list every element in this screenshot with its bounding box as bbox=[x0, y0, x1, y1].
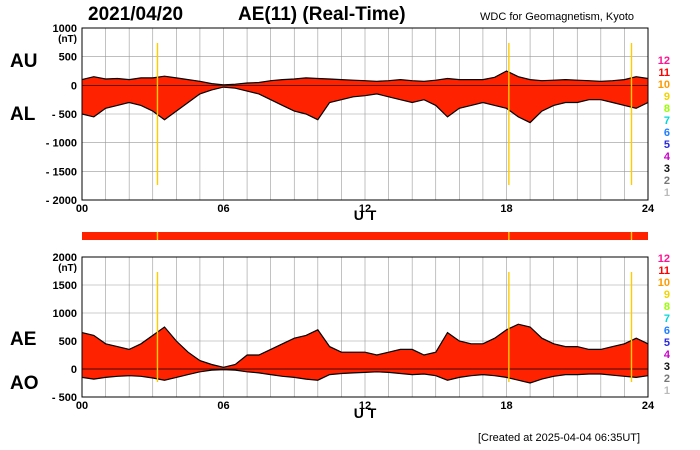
y-tick-label: 500 bbox=[59, 52, 77, 64]
y-tick-label: - 1500 bbox=[46, 166, 77, 178]
x-axis-label: U T bbox=[354, 405, 377, 421]
legend-entry: 1 bbox=[663, 385, 670, 397]
legend-entry: 9 bbox=[663, 289, 670, 301]
y-tick-label: 0 bbox=[71, 364, 77, 376]
legend-entry: 1 bbox=[663, 187, 670, 199]
y-unit-label: (nT) bbox=[58, 263, 77, 274]
y-tick-label: 0 bbox=[71, 80, 77, 92]
legend-entry: 2 bbox=[663, 373, 670, 385]
x-tick-label: 24 bbox=[642, 203, 655, 215]
x-tick-label: 12 bbox=[359, 400, 371, 412]
y-tick-label: - 2000 bbox=[46, 195, 77, 207]
y-unit-label: (nT) bbox=[58, 34, 77, 45]
x-tick-label: 18 bbox=[500, 400, 512, 412]
x-tick-label: 06 bbox=[217, 400, 229, 412]
legend-entry: 9 bbox=[663, 91, 670, 103]
legend-entry: 2 bbox=[663, 175, 670, 187]
legend-entry: 3 bbox=[663, 361, 670, 373]
legend-entry: 3 bbox=[663, 163, 670, 175]
y-tick-label: 1500 bbox=[53, 280, 77, 292]
station-count-legend-bottom: 12 11 10 9 8 7 6 5 4 3 2 1 bbox=[650, 253, 670, 397]
chart-title: AE(11) (Real-Time) bbox=[238, 4, 406, 25]
y-tick-label: 1000 bbox=[53, 308, 77, 320]
legend-entry: 6 bbox=[663, 127, 670, 139]
legend-entry: 5 bbox=[663, 337, 670, 349]
legend-entry: 7 bbox=[663, 313, 670, 325]
legend-entry: 7 bbox=[663, 115, 670, 127]
legend-entry: 8 bbox=[663, 301, 670, 313]
band-area-fill bbox=[82, 71, 648, 123]
ae-side-label: AE bbox=[10, 329, 37, 350]
data-source-credit: WDC for Geomagnetism, Kyoto bbox=[480, 11, 635, 23]
x-tick-label: 18 bbox=[500, 203, 512, 215]
band-area-fill bbox=[82, 324, 648, 383]
legend-entry: 5 bbox=[663, 139, 670, 151]
x-tick-label: 00 bbox=[76, 203, 88, 215]
y-tick-label: 500 bbox=[59, 336, 77, 348]
legend-entry: 12 bbox=[657, 253, 670, 265]
legend-entry: 6 bbox=[663, 325, 670, 337]
y-tick-label: - 500 bbox=[52, 109, 77, 121]
series-line-ao bbox=[81, 368, 649, 384]
legend-entry: 4 bbox=[663, 151, 670, 163]
legend-entry: 4 bbox=[663, 349, 670, 361]
legend-entry: 8 bbox=[663, 103, 670, 115]
x-axis-label: U T bbox=[354, 207, 377, 223]
plot-frame bbox=[81, 256, 649, 398]
al-side-label: AL bbox=[10, 104, 36, 125]
series-line-au bbox=[81, 70, 649, 86]
legend-entry: 10 bbox=[657, 277, 670, 289]
legend-entry: 11 bbox=[658, 67, 670, 79]
legend-entry: 10 bbox=[657, 79, 670, 91]
au-side-label: AU bbox=[10, 51, 38, 72]
availability-strip bbox=[82, 232, 648, 240]
y-tick-label: - 1000 bbox=[46, 138, 77, 150]
series-line-al bbox=[81, 86, 649, 124]
x-tick-label: 24 bbox=[642, 400, 655, 412]
station-count-legend-top: 12 11 10 9 8 7 6 5 4 3 2 1 bbox=[650, 55, 670, 199]
x-tick-label: 06 bbox=[217, 203, 229, 215]
legend-entry: 12 bbox=[657, 55, 670, 67]
x-tick-label: 12 bbox=[359, 203, 371, 215]
y-tick-label: 2000 bbox=[53, 252, 77, 264]
legend-entry: 11 bbox=[658, 265, 670, 277]
y-tick-label: - 500 bbox=[52, 392, 77, 404]
y-tick-label: 1000 bbox=[53, 23, 77, 35]
x-tick-label: 00 bbox=[76, 400, 88, 412]
created-timestamp: [Created at 2025-04-04 06:35UT] bbox=[478, 432, 641, 444]
series-line-ae bbox=[81, 323, 649, 368]
plot-frame bbox=[81, 27, 649, 201]
chart-date: 2021/04/20 bbox=[88, 4, 184, 25]
ao-side-label: AO bbox=[10, 373, 39, 394]
